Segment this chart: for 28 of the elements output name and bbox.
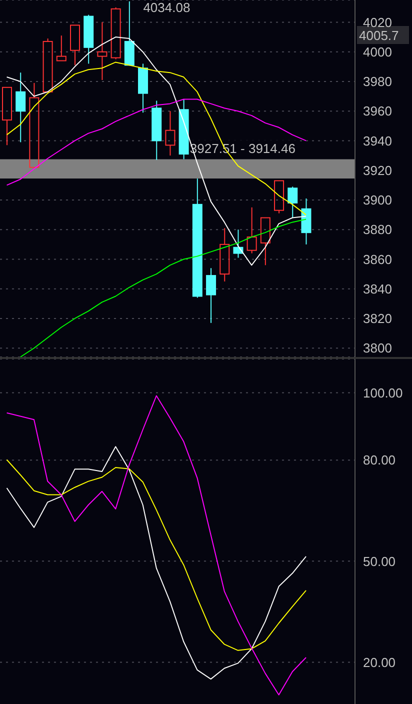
candlestick [16, 72, 26, 143]
y-tick-label: 3880 [363, 222, 392, 238]
candlestick [165, 110, 176, 156]
y-tick-label: 50.00 [363, 554, 396, 569]
y-tick-label: 4000 [363, 44, 392, 60]
y-tick-label: 3960 [363, 104, 392, 119]
line-series [6, 459, 307, 651]
candlestick [206, 268, 216, 324]
y-tick-label: 20.00 [363, 654, 396, 670]
y-tick-label: 4020 [363, 14, 392, 30]
y-tick-label: 100.00 [363, 385, 403, 400]
y-tick-label: 3820 [363, 311, 392, 326]
annotation: 4034.08 [143, 0, 190, 15]
y-tick-label: 3860 [363, 252, 392, 267]
y-tick-label: 3940 [363, 133, 392, 148]
y-tick-label: 80.00 [363, 452, 396, 468]
line-series [6, 395, 307, 696]
y-tick-label: 3920 [363, 162, 392, 178]
y-tick-label: 3800 [363, 340, 392, 356]
candlestick [220, 228, 230, 282]
y-tick-label: 3840 [363, 281, 392, 296]
candlestick [97, 22, 108, 80]
y-tick-label: 3900 [363, 192, 392, 208]
text: 4005.7 [359, 28, 399, 43]
candlestick [301, 198, 312, 245]
line-series [6, 98, 307, 186]
line-series [6, 446, 307, 680]
y-tick-label: 3980 [363, 74, 392, 90]
